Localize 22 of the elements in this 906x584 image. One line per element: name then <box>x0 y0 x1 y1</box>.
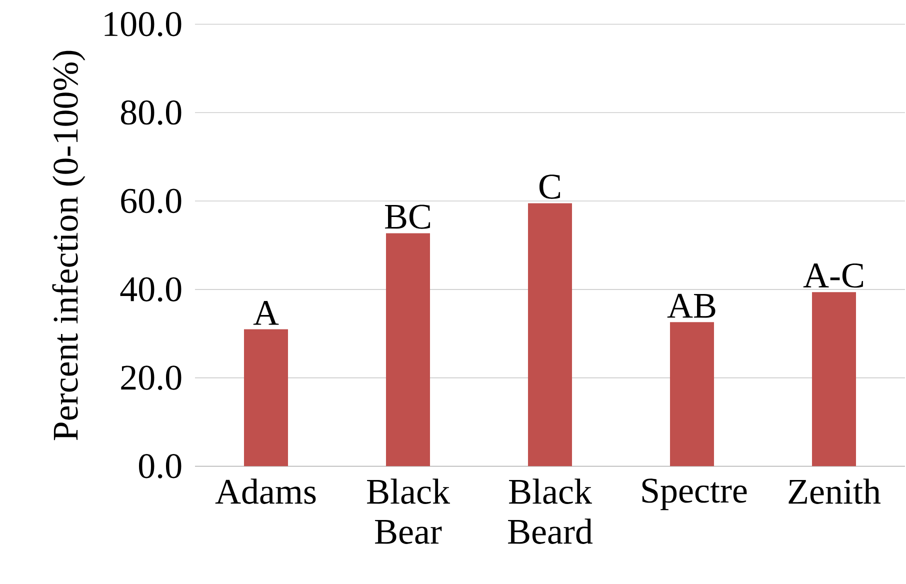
bar <box>386 233 430 466</box>
annotation: C <box>539 174 560 199</box>
x-tick-label: Adams <box>215 478 316 504</box>
x-tick-label: Black Bear <box>367 478 450 544</box>
bar <box>244 329 288 466</box>
y-tick-label: 20.0 <box>121 365 182 390</box>
bar <box>670 322 714 466</box>
bar <box>528 203 572 466</box>
x-tick-label: Spectre <box>642 478 747 510</box>
y-tick-label: 60.0 <box>121 188 182 214</box>
annotation: A-C <box>803 263 863 288</box>
y-tick-label: 0.0 <box>138 454 182 478</box>
bar <box>812 292 856 466</box>
y-tick-label: 100.0 <box>104 12 182 36</box>
y-axis-title: Percent infection (0-100%) <box>52 50 86 440</box>
x-tick-label: Zenith <box>788 478 881 504</box>
y-tick-label: 80.0 <box>120 100 182 125</box>
annotation: AB <box>667 294 716 318</box>
x-tick-label: Black Beard <box>508 478 593 544</box>
annotation: A <box>253 300 279 325</box>
annotation: BC <box>385 204 430 229</box>
y-tick-label: 40.0 <box>120 277 182 302</box>
